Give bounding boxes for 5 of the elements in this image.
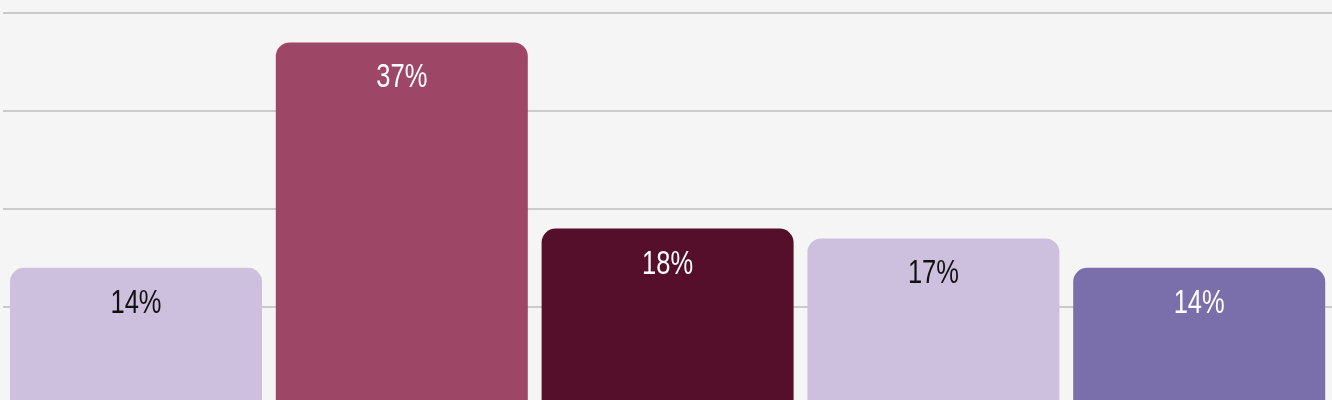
data-label: 14%: [1173, 282, 1225, 320]
data-label: 37%: [376, 56, 428, 95]
data-label: 18%: [642, 243, 694, 281]
data-label: 17%: [907, 252, 959, 291]
data-label: 14%: [110, 282, 162, 320]
